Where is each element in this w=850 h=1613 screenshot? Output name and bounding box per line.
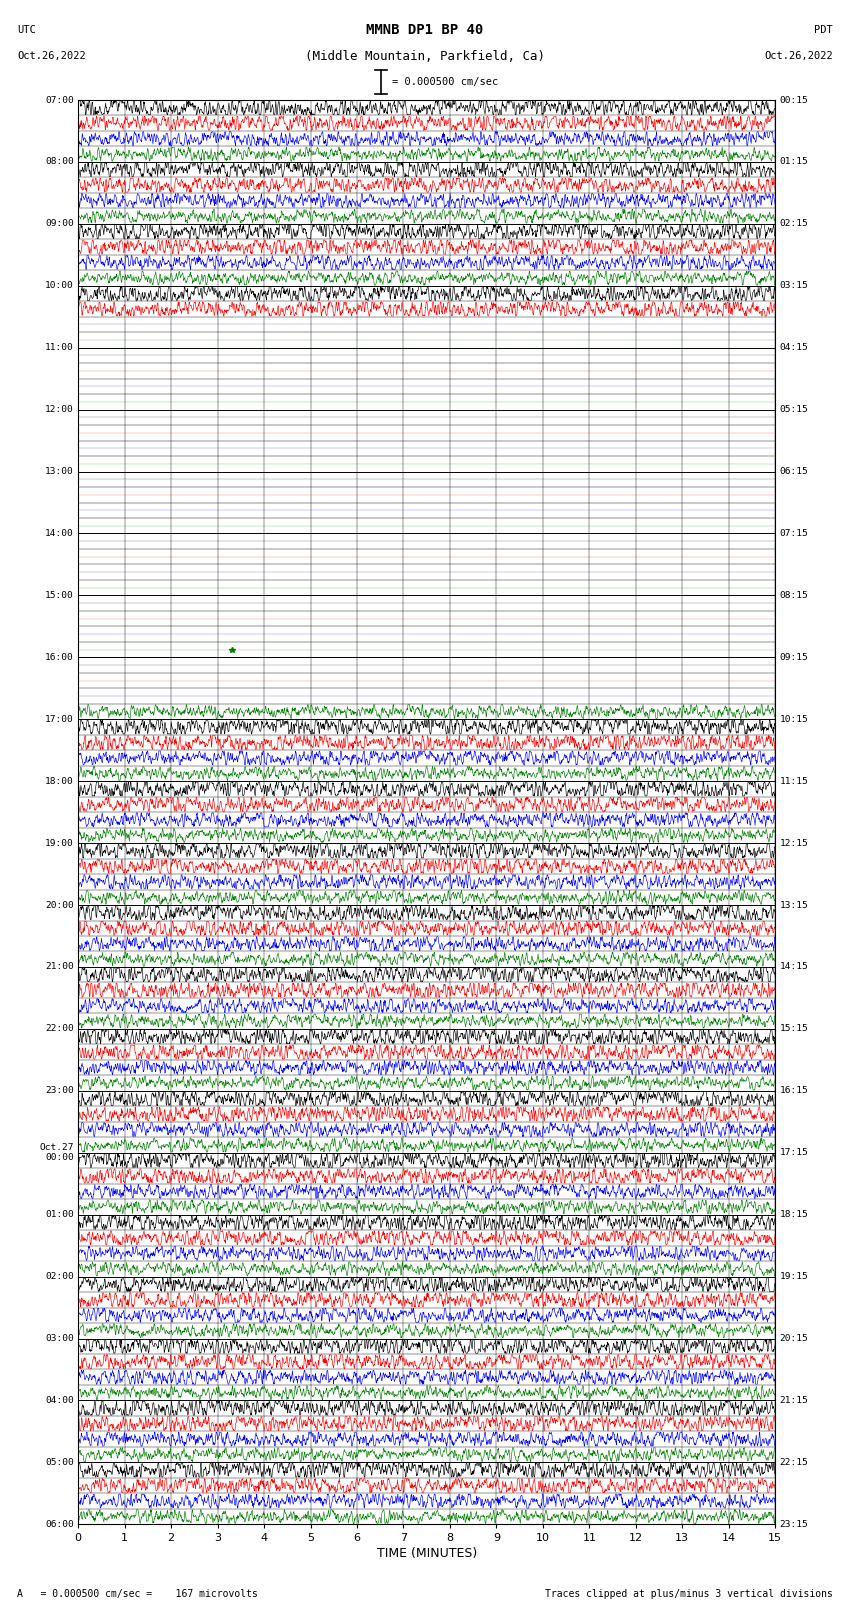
Text: 16:00: 16:00 — [45, 653, 74, 661]
Text: 09:00: 09:00 — [45, 219, 74, 229]
Text: 00:15: 00:15 — [779, 95, 808, 105]
Text: 08:00: 08:00 — [45, 158, 74, 166]
Text: 14:00: 14:00 — [45, 529, 74, 539]
Text: 22:15: 22:15 — [779, 1458, 808, 1466]
Text: 23:15: 23:15 — [779, 1519, 808, 1529]
Text: 14:15: 14:15 — [779, 963, 808, 971]
Text: UTC: UTC — [17, 26, 36, 35]
Text: 20:00: 20:00 — [45, 900, 74, 910]
Text: PDT: PDT — [814, 26, 833, 35]
Text: Traces clipped at plus/minus 3 vertical divisions: Traces clipped at plus/minus 3 vertical … — [545, 1589, 833, 1598]
Text: 03:15: 03:15 — [779, 281, 808, 290]
Text: 13:15: 13:15 — [779, 900, 808, 910]
Text: = 0.000500 cm/sec: = 0.000500 cm/sec — [392, 77, 498, 87]
Text: 04:00: 04:00 — [45, 1395, 74, 1405]
Text: 09:15: 09:15 — [779, 653, 808, 661]
Text: 06:15: 06:15 — [779, 468, 808, 476]
Text: 02:15: 02:15 — [779, 219, 808, 229]
Text: 11:15: 11:15 — [779, 777, 808, 786]
Text: 17:00: 17:00 — [45, 715, 74, 724]
Text: 21:15: 21:15 — [779, 1395, 808, 1405]
Text: 20:15: 20:15 — [779, 1334, 808, 1344]
Text: 21:00: 21:00 — [45, 963, 74, 971]
Text: 16:15: 16:15 — [779, 1086, 808, 1095]
Text: 02:00: 02:00 — [45, 1273, 74, 1281]
Text: 18:15: 18:15 — [779, 1210, 808, 1219]
Text: 19:00: 19:00 — [45, 839, 74, 847]
Text: 05:15: 05:15 — [779, 405, 808, 415]
Text: 12:15: 12:15 — [779, 839, 808, 847]
Text: 13:00: 13:00 — [45, 468, 74, 476]
X-axis label: TIME (MINUTES): TIME (MINUTES) — [377, 1547, 477, 1560]
Text: 11:00: 11:00 — [45, 344, 74, 352]
Text: 23:00: 23:00 — [45, 1086, 74, 1095]
Text: 08:15: 08:15 — [779, 590, 808, 600]
Text: 03:00: 03:00 — [45, 1334, 74, 1344]
Text: 07:00: 07:00 — [45, 95, 74, 105]
Text: 01:15: 01:15 — [779, 158, 808, 166]
Text: 01:00: 01:00 — [45, 1210, 74, 1219]
Text: 06:00: 06:00 — [45, 1519, 74, 1529]
Text: 22:00: 22:00 — [45, 1024, 74, 1034]
Text: 10:15: 10:15 — [779, 715, 808, 724]
Text: 07:15: 07:15 — [779, 529, 808, 539]
Text: Oct.26,2022: Oct.26,2022 — [764, 52, 833, 61]
Text: 15:15: 15:15 — [779, 1024, 808, 1034]
Text: A   = 0.000500 cm/sec =    167 microvolts: A = 0.000500 cm/sec = 167 microvolts — [17, 1589, 258, 1598]
Text: Oct.27
00:00: Oct.27 00:00 — [39, 1144, 74, 1163]
Text: 18:00: 18:00 — [45, 777, 74, 786]
Text: 04:15: 04:15 — [779, 344, 808, 352]
Text: 19:15: 19:15 — [779, 1273, 808, 1281]
Text: (Middle Mountain, Parkfield, Ca): (Middle Mountain, Parkfield, Ca) — [305, 50, 545, 63]
Text: MMNB DP1 BP 40: MMNB DP1 BP 40 — [366, 23, 484, 37]
Text: 17:15: 17:15 — [779, 1148, 808, 1157]
Text: 15:00: 15:00 — [45, 590, 74, 600]
Text: 12:00: 12:00 — [45, 405, 74, 415]
Text: 10:00: 10:00 — [45, 281, 74, 290]
Text: Oct.26,2022: Oct.26,2022 — [17, 52, 86, 61]
Text: 05:00: 05:00 — [45, 1458, 74, 1466]
